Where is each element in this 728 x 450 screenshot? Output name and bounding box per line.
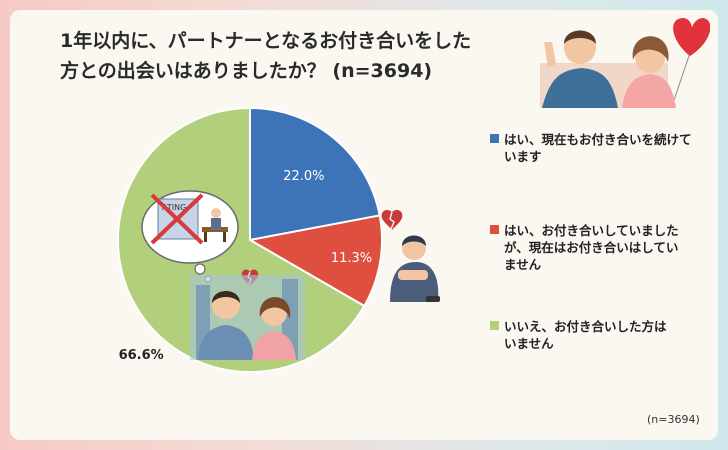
legend-label: はい、現在もお付き合いを続けて います bbox=[504, 132, 692, 164]
chart-title: 1年以内に、パートナーとなるお付き合いをした 方との出会いはありましたか？ (n… bbox=[60, 26, 520, 86]
slice-value-label-3: 66.6% bbox=[119, 348, 164, 363]
slice-value-label-2: 11.3% bbox=[331, 251, 372, 266]
slice-value-label-1: 22.0% bbox=[283, 169, 324, 184]
couple-balloon-illustration bbox=[540, 18, 710, 108]
legend-item-no: いいえ、お付き合いした方は いません bbox=[490, 318, 710, 352]
title-line-2: 方との出会いはありましたか？ (n=3694) bbox=[60, 60, 433, 82]
legend-item-yes-current: はい、現在もお付き合いを続けて います bbox=[490, 131, 710, 165]
sign-text: ATING bbox=[162, 203, 186, 212]
legend-label: はい、お付き合いしていました が、現在はお付き合いはしてい ません bbox=[504, 223, 679, 272]
title-line-1: 1年以内に、パートナーとなるお付き合いをした bbox=[60, 30, 472, 52]
legend-item-yes-past: はい、お付き合いしていました が、現在はお付き合いはしてい ません bbox=[490, 222, 710, 273]
pie-slice-1 bbox=[249, 106, 381, 242]
sample-size-footnote: (n=3694) bbox=[647, 413, 700, 426]
legend-swatch-red bbox=[490, 225, 499, 234]
dating-thought-bubble-illustration: ATING bbox=[141, 190, 239, 283]
sad-man-broken-heart-illustration bbox=[381, 210, 440, 302]
legend-label: いいえ、お付き合いした方は いません bbox=[504, 319, 667, 351]
pie-slice-2 bbox=[247, 214, 383, 308]
legend-swatch-green bbox=[490, 321, 499, 330]
sad-couple-illustration bbox=[190, 275, 305, 360]
legend-swatch-blue bbox=[490, 134, 499, 143]
